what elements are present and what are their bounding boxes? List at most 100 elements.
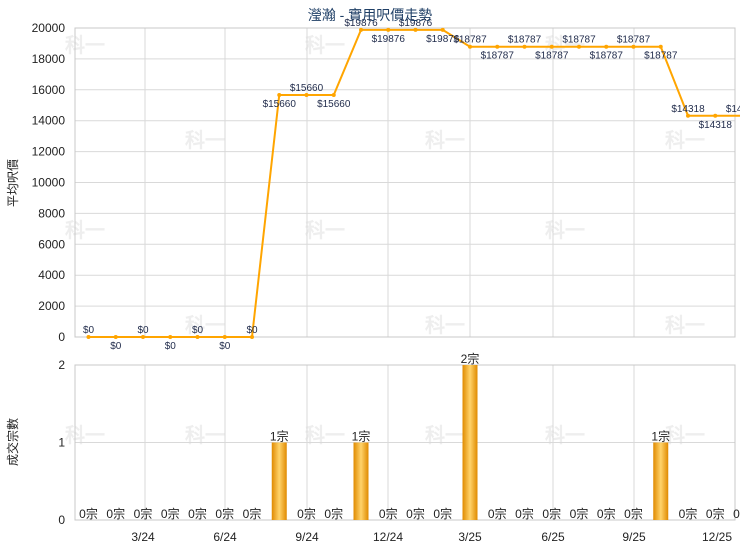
- price-point: [222, 335, 227, 339]
- price-tick-label: 18000: [32, 52, 66, 66]
- price-point: [440, 27, 445, 32]
- price-tick-label: 2000: [38, 299, 65, 313]
- watermark-text: 科一: [305, 33, 345, 57]
- price-point: [577, 44, 581, 49]
- price-tick-label: 20000: [32, 21, 66, 35]
- volume-data-label: 0宗: [106, 506, 125, 521]
- price-point: [713, 113, 718, 118]
- price-data-label: $18787: [644, 51, 678, 62]
- volume-data-label: 0宗: [433, 506, 452, 521]
- volume-data-label: 0宗: [406, 506, 425, 521]
- price-axis-title: 平均呎價: [6, 159, 20, 207]
- price-point: [141, 335, 145, 339]
- watermark-text: 科一: [305, 218, 345, 242]
- volume-data-label: 0宗: [324, 506, 343, 521]
- price-data-label: $0: [137, 325, 149, 336]
- x-tick-label: 6/25: [541, 530, 565, 544]
- volume-data-label: 0宗: [297, 506, 316, 521]
- volume-data-label: 0宗: [161, 506, 180, 521]
- volume-panel: 0 1 2 0宗 0宗 0宗 0宗 0宗 0宗 0宗 1宗 0宗 0宗 1宗 0宗 0宗 0宗 2宗 0宗 0宗 0宗 0…: [58, 351, 740, 544]
- price-data-label: $19876: [344, 18, 378, 29]
- price-point: [386, 27, 391, 32]
- volume-data-label: 0宗: [243, 506, 262, 521]
- watermark-text: 科一: [665, 313, 705, 337]
- price-point: [250, 335, 254, 339]
- price-data-label: $0: [83, 325, 95, 336]
- volume-data-label: 0宗: [570, 506, 589, 521]
- chart-title: 瀅瀚 - 實用呎價走勢: [308, 7, 432, 23]
- volume-data-label: 1宗: [270, 429, 289, 444]
- volume-data-label: 0宗: [515, 506, 534, 521]
- price-data-label: $14318: [671, 104, 705, 115]
- volume-data-label: 2宗: [461, 351, 480, 366]
- watermark-text: 科一: [425, 313, 465, 337]
- x-tick-label: 12/24: [373, 530, 403, 544]
- watermark-text: 科一: [65, 218, 105, 242]
- price-data-label: $18787: [481, 51, 515, 62]
- watermark-text: 科一: [65, 33, 105, 57]
- watermark-text: 科一: [185, 313, 225, 337]
- price-data-label: $0: [219, 341, 231, 352]
- price-data-label: $0: [192, 325, 204, 336]
- price-data-label: $14318: [699, 120, 733, 131]
- price-point: [277, 93, 282, 98]
- watermark-text: 科一: [185, 423, 225, 447]
- volume-bar: [353, 442, 369, 520]
- volume-data-label: 0宗: [597, 506, 616, 521]
- volume-data-label: 0宗: [79, 506, 98, 521]
- volume-axis-title: 成交宗數: [5, 418, 20, 466]
- volume-data-label: 0宗: [379, 506, 398, 521]
- price-data-label: $15660: [290, 83, 324, 94]
- price-point: [331, 93, 336, 98]
- price-point: [686, 113, 690, 118]
- x-tick-label: 12/25: [702, 530, 732, 544]
- price-point: [168, 335, 173, 339]
- price-tick-label: 12000: [32, 145, 66, 159]
- x-tick-label: 6/24: [213, 530, 237, 544]
- x-tick-label: 3/25: [458, 530, 482, 544]
- volume-data-label: 0宗: [706, 506, 725, 521]
- volume-data-label: 0宗: [542, 506, 561, 521]
- price-point: [413, 27, 418, 32]
- watermark-text: 科一: [425, 423, 465, 447]
- volume-bar: [271, 442, 287, 520]
- volume-data-label: 1宗: [651, 429, 670, 444]
- price-data-label: $15660: [263, 99, 297, 110]
- x-tick-label: 9/24: [295, 530, 319, 544]
- price-tick-label: 10000: [32, 176, 66, 190]
- price-point: [549, 44, 554, 49]
- price-data-label: $15660: [317, 99, 351, 110]
- volume-data-label: 0宗: [679, 506, 698, 521]
- price-data-label: $0: [165, 341, 177, 352]
- price-panel: 0 2000 4000 6000 8000 10000 12000 14000 16000 180…: [32, 18, 740, 352]
- price-data-label: $19876: [426, 34, 460, 45]
- price-tick-label: 8000: [38, 206, 65, 220]
- volume-bar: [653, 442, 669, 520]
- watermark-text: 科一: [545, 218, 585, 242]
- price-data-label: $19876: [372, 34, 406, 45]
- price-point: [86, 335, 91, 339]
- price-data-label: $14318: [726, 104, 740, 115]
- price-plot-frame: [74, 27, 736, 338]
- x-tick-label: 3/24: [131, 530, 155, 544]
- price-point: [495, 44, 500, 49]
- price-point: [522, 44, 527, 49]
- price-point: [304, 93, 309, 98]
- watermark-text: 科一: [65, 423, 105, 447]
- price-data-label: $18787: [590, 51, 624, 62]
- price-point: [604, 44, 609, 49]
- price-point: [359, 27, 363, 32]
- volume-data-label: 0宗: [488, 506, 507, 521]
- watermark-text: 科一: [305, 423, 345, 447]
- volume-bar: [462, 365, 478, 520]
- watermark-text: 科一: [425, 128, 465, 152]
- price-point: [468, 44, 472, 49]
- price-tick-label: 16000: [32, 83, 66, 97]
- price-data-label: $0: [246, 325, 258, 336]
- price-series-line: [88, 28, 740, 338]
- price-tick-label: 6000: [38, 237, 65, 251]
- volume-tick-label: 0: [58, 513, 65, 527]
- price-data-label: $0: [110, 341, 122, 352]
